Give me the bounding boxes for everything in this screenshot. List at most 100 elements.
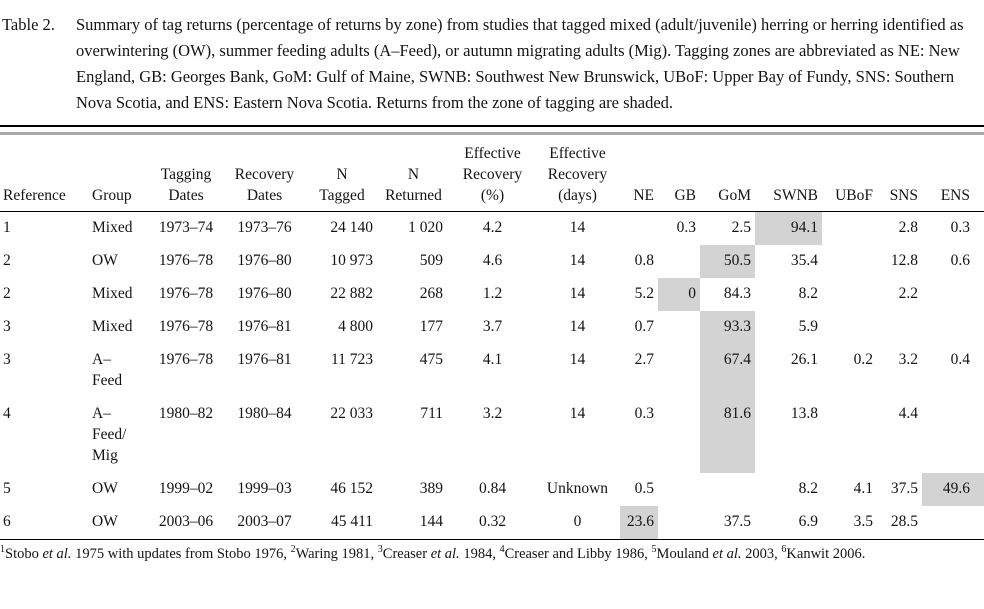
column-header: Group <box>88 137 150 212</box>
table-cell: 0 <box>535 506 620 540</box>
table-cell <box>822 212 877 246</box>
table-body: 1 Mixed 1973–74 1973–76 24 140 1 020 4.2 14 0.3 2… <box>0 211 984 540</box>
table-cell: 1980–84 <box>237 405 292 422</box>
table-cell: 4.4 <box>898 405 918 422</box>
footnote-text: Kanwit 2006. <box>786 546 866 562</box>
table-cell: 3 <box>3 351 11 368</box>
table-cell: 1976–80 <box>237 252 292 269</box>
table-row: 3 Mixed 1976–78 1976–81 4 800 177 3.7 14 0.7 93.3… <box>0 311 984 344</box>
table-cell: A– Feed <box>92 351 123 389</box>
table-cell: 1976–81 <box>237 318 292 335</box>
table-cell: 35.4 <box>790 252 818 269</box>
table-cell <box>658 473 700 506</box>
table-cell: Mixed <box>92 318 133 335</box>
table-cell: 144 <box>380 506 450 540</box>
column-header: GoM <box>700 137 755 212</box>
table-cell: 14 <box>569 219 586 236</box>
table-cell: 8.2 <box>798 480 818 497</box>
table-cell: 0.3 <box>634 405 654 422</box>
table-caption: Table 2. Summary of tag returns (percent… <box>0 12 984 116</box>
table-cell: 1 <box>3 219 11 236</box>
table-cell: 46 152 <box>330 480 373 497</box>
table-cell: 22 033 <box>330 405 373 422</box>
table-cell: 4 <box>3 405 11 422</box>
table-row: 4 A– Feed/ Mig 1980–82 1980–84 22 033 711 3.2 1… <box>0 398 984 473</box>
footnote-text: 1984, <box>459 546 500 562</box>
table-caption-text: Summary of tag returns (percentage of re… <box>76 15 964 112</box>
table-cell: 4.1 <box>482 351 503 368</box>
table-cell <box>922 278 984 311</box>
footnote-marker: 5 <box>651 544 657 556</box>
tag-returns-table: Reference Group Tagging Dates Recovery Date… <box>0 137 984 540</box>
table-cell-shaded: 49.6 <box>922 473 984 506</box>
table-cell <box>922 398 984 473</box>
table-cell: 0.3 <box>950 219 970 236</box>
table-cell: 3.2 <box>482 405 503 422</box>
table-cell: 475 <box>419 351 443 368</box>
table-cell: 1976–78 <box>158 351 214 368</box>
table-cell: 3 <box>3 318 11 335</box>
table-cell: 45 411 <box>307 506 380 540</box>
table-cell: 5.2 <box>634 285 654 302</box>
table-cell: 84.3 <box>723 285 751 302</box>
table-cell-shaded: 67.4 <box>700 344 755 398</box>
table-cell: 0.5 <box>634 480 654 497</box>
table-cell <box>922 506 984 540</box>
table-cell: 177 <box>419 318 443 335</box>
table-row: 6 OW 2003–06 2003–07 45 411 144 0.32 0 23.6 37.5 6… <box>0 506 984 540</box>
column-header: Recovery Dates <box>222 137 307 212</box>
top-rule-black <box>0 125 984 127</box>
footnote-marker: 2 <box>290 544 296 556</box>
column-header: SNS <box>877 137 922 212</box>
table-cell: 6 <box>0 506 88 540</box>
table-cell <box>700 473 755 506</box>
table-cell: 509 <box>419 252 443 269</box>
table-cell: OW <box>92 252 118 269</box>
table-cell <box>922 311 984 344</box>
table-row: 1 Mixed 1973–74 1973–76 24 140 1 020 4.2 14 0.3 2… <box>0 211 984 246</box>
header-row: Reference Group Tagging Dates Recovery Date… <box>0 137 984 212</box>
table-cell: 0.32 <box>450 506 535 540</box>
column-header: Effective Recovery (%) <box>450 137 535 212</box>
table-cell: 1.2 <box>482 285 503 302</box>
table-cell-shaded: 23.6 <box>620 506 658 540</box>
table-cell: 4 800 <box>338 318 373 335</box>
column-header: GB <box>658 137 700 212</box>
table-cell: 37.5 <box>700 506 755 540</box>
table-cell: 0.6 <box>950 252 970 269</box>
table-cell: 3.7 <box>482 318 503 335</box>
table-cell: 2 <box>3 285 11 302</box>
footnote-text: Waring 1981, <box>295 546 378 562</box>
table-header: Reference Group Tagging Dates Recovery Date… <box>0 137 984 212</box>
table-cell-shaded: 93.3 <box>700 311 755 344</box>
table-cell: 2.8 <box>898 219 918 236</box>
column-header: SWNB <box>755 137 822 212</box>
footnote-marker: 4 <box>499 544 505 556</box>
table-cell: 1999–03 <box>237 480 292 497</box>
table-cell: 14 <box>569 318 586 335</box>
table-cell: 1976–81 <box>237 351 292 368</box>
table-row: 5 OW 1999–02 1999–03 46 152 389 0.84 Unknown 0.5… <box>0 473 984 506</box>
table-cell: 0.8 <box>634 252 654 269</box>
table-cell: 268 <box>419 285 443 302</box>
table-cell-shaded: 81.6 <box>700 398 755 473</box>
footnote-marker: 6 <box>781 544 787 556</box>
table-cell: OW <box>92 480 118 497</box>
table-cell: 26.1 <box>790 351 818 368</box>
table-cell: 0.84 <box>478 480 507 497</box>
table-cell <box>620 212 658 246</box>
footnote-text: Stobo <box>5 546 43 562</box>
table-cell: 37.5 <box>890 480 918 497</box>
table-cell: 12.8 <box>890 252 918 269</box>
table-cell: 1973–74 <box>158 219 214 236</box>
table-cell: 1976–78 <box>158 318 214 335</box>
table-cell: 10 973 <box>330 252 373 269</box>
footnote-italic-text: et al. <box>712 546 742 562</box>
table-cell: 1980–82 <box>158 405 214 422</box>
column-header: Effective Recovery (days) <box>535 137 620 212</box>
footnote-text: Mouland <box>656 546 713 562</box>
table-cell <box>658 506 700 540</box>
table-cell: 1 020 <box>408 219 443 236</box>
table-cell: 6.9 <box>755 506 822 540</box>
table-cell: 14 <box>569 405 586 422</box>
